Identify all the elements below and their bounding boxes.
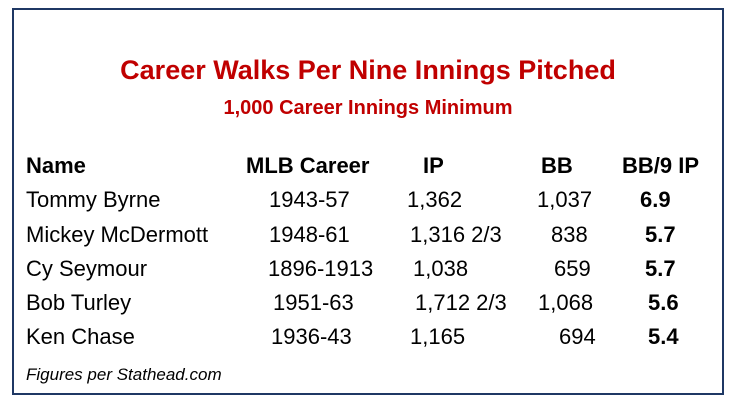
table-subtitle: 1,000 Career Innings Minimum	[223, 97, 513, 119]
row-3-bb9: 5.7	[645, 256, 676, 281]
row-3-bb: 659	[554, 256, 591, 281]
row-1-name: Tommy Byrne	[26, 187, 161, 212]
row-2-bb: 838	[551, 222, 588, 247]
table-title: Career Walks Per Nine Innings Pitched	[120, 55, 616, 85]
header-name: Name	[26, 153, 86, 178]
row-1-career: 1943-57	[269, 187, 350, 212]
row-2-ip: 1,316 2/3	[410, 222, 502, 247]
row-1-ip: 1,362	[407, 187, 463, 212]
row-5-name: Ken Chase	[26, 324, 135, 349]
header-mlb-career: MLB Career	[246, 153, 370, 178]
row-5-bb9: 5.4	[648, 324, 679, 349]
row-2-bb9: 5.7	[645, 222, 676, 247]
footnote: Figures per Stathead.com	[26, 365, 222, 384]
row-5-bb: 694	[559, 324, 596, 349]
row-4-bb9: 5.6	[648, 290, 679, 315]
row-5-career: 1936-43	[271, 324, 352, 349]
row-4-bb: 1,068	[538, 290, 594, 315]
row-3-ip: 1,038	[413, 256, 469, 281]
row-1-bb: 1,037	[537, 187, 593, 212]
row-1-bb9: 6.9	[640, 187, 671, 212]
row-4-career: 1951-63	[273, 290, 354, 315]
row-2-name: Mickey McDermott	[26, 222, 209, 247]
row-3-career: 1896-1913	[268, 256, 374, 281]
header-bb9: BB/9 IP	[622, 153, 700, 178]
stats-card: Career Walks Per Nine Innings Pitched 1,…	[12, 8, 724, 395]
row-4-ip: 1,712 2/3	[415, 290, 507, 315]
row-4-name: Bob Turley	[26, 290, 132, 315]
row-5-ip: 1,165	[410, 324, 466, 349]
header-ip: IP	[423, 153, 444, 178]
row-2-career: 1948-61	[269, 222, 350, 247]
header-bb: BB	[541, 153, 573, 178]
row-3-name: Cy Seymour	[26, 256, 148, 281]
